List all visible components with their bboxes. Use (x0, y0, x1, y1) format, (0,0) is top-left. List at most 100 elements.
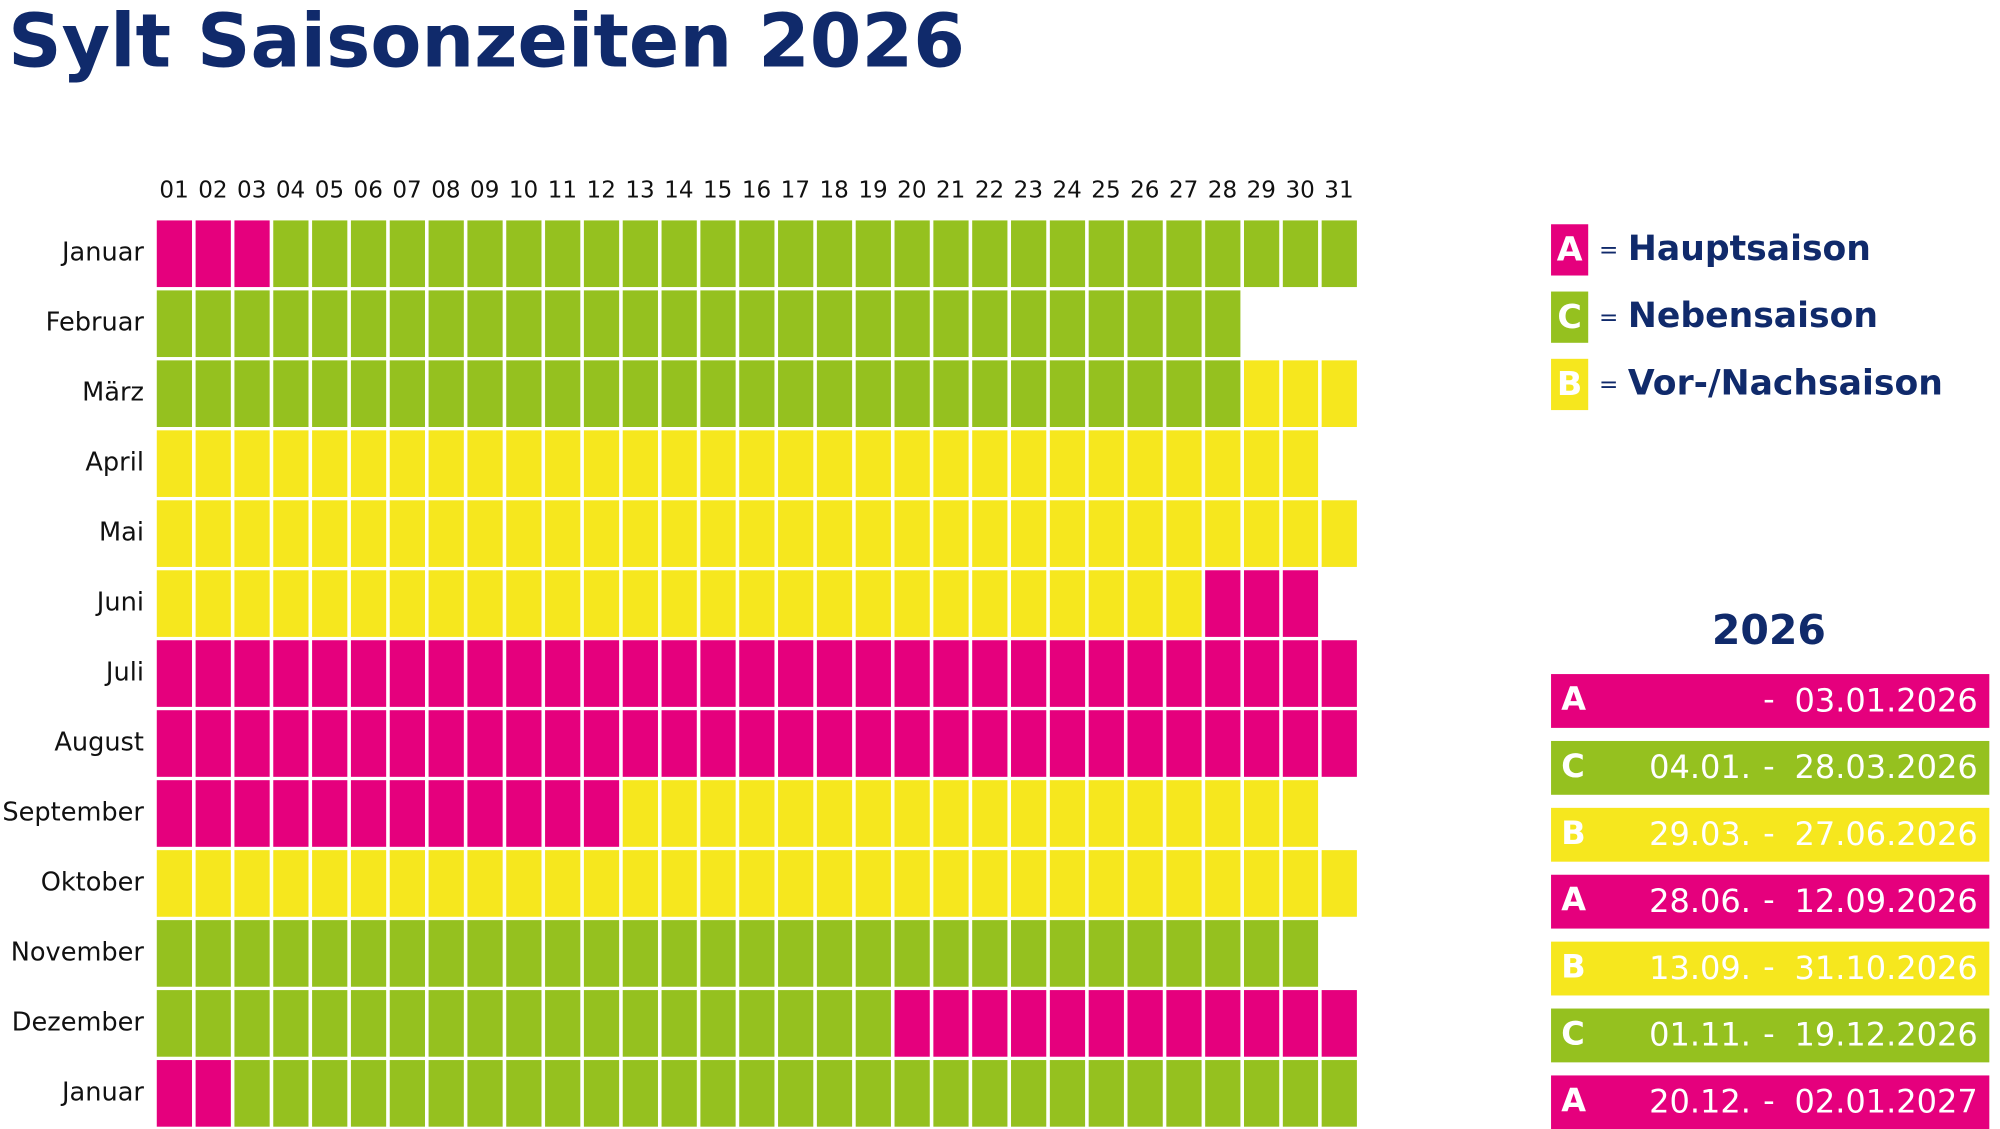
day-cell (739, 500, 775, 567)
day-cell (855, 360, 891, 427)
day-cell (933, 360, 969, 427)
day-cell (661, 780, 697, 847)
day-cell (1049, 780, 1086, 847)
day-cell (894, 990, 930, 1057)
day-cell (1282, 430, 1319, 497)
day-cell (972, 710, 1008, 777)
day-cell (661, 920, 697, 987)
day-cell (1282, 220, 1319, 288)
day-cell (1205, 500, 1241, 567)
day-cell (506, 500, 542, 567)
day-cell (855, 500, 891, 567)
day-cell (350, 990, 387, 1057)
month-label: Juni (95, 588, 144, 618)
day-cell (583, 780, 620, 847)
day-cell (700, 220, 736, 288)
day-cell (1205, 290, 1241, 358)
day-cell (428, 920, 464, 987)
day-label: 30 (1285, 177, 1314, 203)
day-cell (1205, 710, 1241, 777)
day-cell (622, 500, 658, 567)
day-cell (428, 570, 464, 637)
day-cell (312, 990, 348, 1057)
day-cell (545, 920, 581, 987)
day-cell (700, 290, 736, 358)
day-cell (933, 220, 969, 288)
day-cell (1011, 220, 1047, 288)
day-cell (700, 570, 736, 637)
day-label: 12 (587, 177, 616, 203)
day-cell (273, 710, 309, 777)
day-cell (700, 710, 736, 777)
day-label: 01 (159, 177, 188, 203)
day-cell (1088, 500, 1124, 567)
day-cell (312, 920, 348, 987)
day-label: 20 (897, 177, 926, 203)
period-from: 29.03. (1649, 815, 1751, 853)
day-cell (622, 780, 658, 847)
day-cell (972, 850, 1008, 917)
period-code: A (1561, 1081, 1586, 1119)
day-cell (1049, 640, 1086, 707)
day-cell (933, 290, 969, 358)
day-cell (1049, 500, 1086, 567)
legend-label: Vor-/Nachsaison (1628, 363, 1943, 403)
periods-title: 2026 (1712, 606, 1826, 654)
day-cell (234, 570, 270, 637)
period-row (1551, 874, 1990, 929)
day-cell (389, 430, 425, 497)
day-cell (894, 920, 930, 987)
day-cell (1205, 640, 1241, 707)
day-cell (1243, 990, 1280, 1057)
day-label: 31 (1324, 177, 1353, 203)
day-cell (1127, 640, 1163, 707)
day-cell (855, 220, 891, 288)
day-cell (1011, 500, 1047, 567)
day-cell (972, 570, 1008, 637)
day-cell (661, 500, 697, 567)
day-cell (1166, 290, 1202, 358)
day-cell (1011, 990, 1047, 1057)
day-cell (195, 920, 231, 987)
period-to: 31.10.2026 (1794, 949, 1977, 987)
day-cell (778, 360, 814, 427)
day-cell (389, 920, 425, 987)
period-row (1551, 740, 1990, 795)
day-cell (816, 220, 853, 288)
day-cell (506, 710, 542, 777)
day-cell (350, 360, 387, 427)
day-cell (389, 1060, 425, 1127)
legend-swatch (1551, 224, 1589, 276)
day-cell (1088, 220, 1124, 288)
day-cell (855, 710, 891, 777)
day-cell (1088, 290, 1124, 358)
day-cell (273, 290, 309, 358)
day-cell (972, 500, 1008, 567)
day-cell (933, 920, 969, 987)
day-cell (583, 920, 620, 987)
day-cell (234, 360, 270, 427)
day-cell (1127, 1060, 1163, 1127)
day-cell (1049, 360, 1086, 427)
day-cell (778, 920, 814, 987)
day-cell (1088, 780, 1124, 847)
month-label: Mai (99, 518, 144, 548)
day-cell (1011, 1060, 1047, 1127)
day-cell (972, 430, 1008, 497)
day-cell (894, 570, 930, 637)
day-cell (739, 570, 775, 637)
day-cell (312, 780, 348, 847)
day-cell (506, 570, 542, 637)
month-label: Februar (46, 308, 145, 338)
day-cell (583, 360, 620, 427)
period-code: C (1561, 747, 1585, 785)
day-cell (1166, 780, 1202, 847)
day-label: 07 (392, 177, 421, 203)
day-cell (1166, 850, 1202, 917)
day-cell (1243, 850, 1280, 917)
day-cell (583, 1060, 620, 1127)
day-cell (622, 430, 658, 497)
day-cell (1011, 570, 1047, 637)
day-cell (1321, 500, 1357, 567)
day-cell (1088, 920, 1124, 987)
